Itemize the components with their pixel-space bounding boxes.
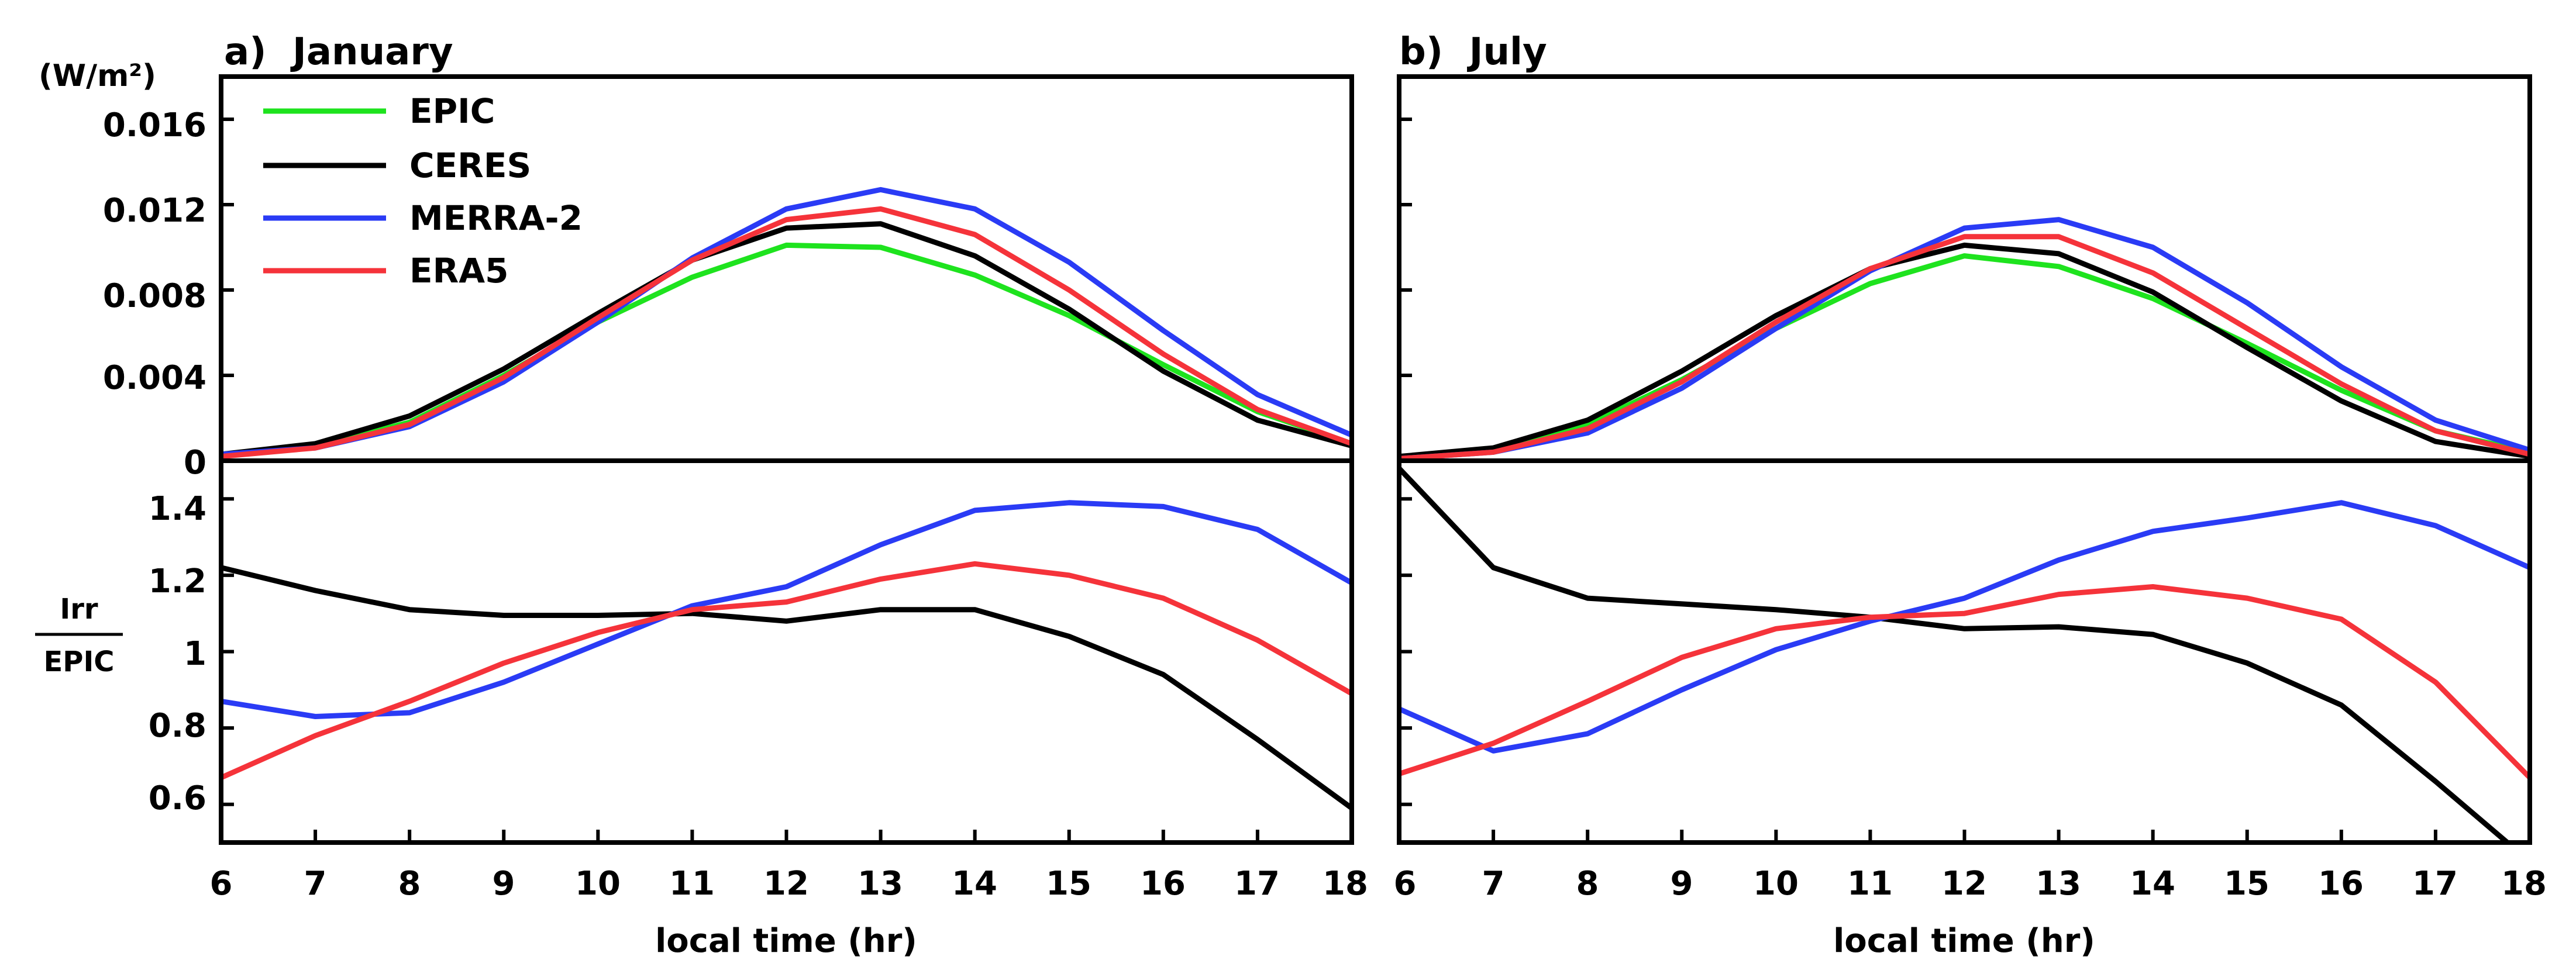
- panel-b-lower-frame: [1397, 458, 2532, 845]
- series-line-era5: [1399, 234, 2530, 461]
- xtick-label: 17: [1234, 865, 1280, 903]
- panel-a-upper-yticks: 0.016 0.012 0.008 0.004 0: [103, 106, 206, 482]
- panel-a: a) January (W/m²) 0.016 0.012 0.008 0.00…: [35, 30, 1368, 960]
- xtick-label: 13: [2036, 865, 2081, 903]
- xtick-label: 6: [210, 865, 233, 903]
- xtick-label: 9: [1671, 865, 1693, 903]
- panel-b-upper-plot: [1397, 74, 2532, 463]
- series-line-merra2: [221, 500, 1352, 719]
- xtick-label: 11: [669, 865, 715, 903]
- xtick-label: 17: [2412, 865, 2458, 903]
- xtick-label: 12: [763, 865, 809, 903]
- xtick-label: 9: [493, 865, 515, 903]
- ytick-label: 0.012: [103, 192, 206, 230]
- ytick-label: 1.4: [149, 490, 206, 528]
- legend-label-merra2: MERRA-2: [409, 198, 583, 238]
- ytick-label: 0: [184, 444, 206, 482]
- xtick-label: 10: [575, 865, 621, 903]
- series-line-era5: [221, 561, 1352, 781]
- panel-a-upper-ylabel: (W/m²): [39, 58, 156, 94]
- panel-b-lower-series: [1399, 467, 2530, 843]
- legend: EPIC CERES MERRA-2 ERA5: [263, 91, 583, 291]
- series-line-ceres: [221, 565, 1352, 810]
- panel-a-lower-ylabel: Irr EPIC: [35, 593, 123, 678]
- panel-a-lower-yticks: 1.4 1.2 1 0.8 0.6: [149, 490, 206, 817]
- ytick-label: 0.008: [103, 277, 206, 315]
- ytick-label: 0.8: [149, 707, 206, 745]
- panel-b-title: b) July: [1399, 30, 1547, 74]
- xtick-label: 16: [1140, 865, 1186, 903]
- xtick-label: 8: [398, 865, 421, 903]
- ytick-label: 1.2: [149, 562, 206, 600]
- legend-label-ceres: CERES: [409, 146, 531, 185]
- panel-a-upper-plot: [219, 74, 1354, 463]
- xtick-label: 16: [2318, 865, 2364, 903]
- ylabel-denominator: EPIC: [43, 645, 114, 678]
- xtick-label: 7: [1482, 865, 1505, 903]
- legend-label-epic: EPIC: [409, 91, 495, 131]
- panel-b-xticks: 6 7 8 9 10 11 12 13 14 15 16 17 18: [1394, 865, 2547, 903]
- series-line-era5: [1399, 584, 2530, 780]
- xtick-label: 7: [304, 865, 327, 903]
- panel-a-upper-series: [221, 118, 1352, 461]
- series-line-era5: [221, 206, 1352, 460]
- xtick-label: 15: [2224, 865, 2270, 903]
- xtick-label: 10: [1753, 865, 1799, 903]
- panel-a-lower-plot: [219, 458, 1354, 845]
- panel-b: b) July 6 7 8 9 10 11 12 13 14 15 16 17 …: [1394, 30, 2547, 960]
- xtick-label: 14: [2130, 865, 2175, 903]
- panel-a-lower-series: [221, 497, 1352, 843]
- panel-a-xticks: 6 7 8 9 10 11 12 13 14 15 16 17 18: [210, 865, 1368, 903]
- series-line-merra2: [1399, 500, 2530, 754]
- xtick-label: 12: [1941, 865, 1987, 903]
- xtick-label: 18: [1323, 865, 1368, 903]
- xtick-label: 13: [857, 865, 903, 903]
- xtick-label: 6: [1394, 865, 1417, 903]
- ytick-label: 1: [184, 635, 206, 673]
- series-line-ceres: [1399, 467, 2512, 843]
- xtick-label: 11: [1847, 865, 1893, 903]
- panel-a-lower-frame: [219, 458, 1354, 845]
- series-line-ceres: [1399, 242, 2530, 460]
- series-line-ceres: [221, 221, 1352, 457]
- panel-a-xlabel: local time (hr): [655, 922, 917, 960]
- xtick-label: 18: [2501, 865, 2547, 903]
- ylabel-numerator: Irr: [60, 593, 98, 626]
- ytick-label: 0.004: [103, 359, 206, 397]
- panel-a-title: a) January: [224, 30, 453, 74]
- series-line-merra2: [1399, 217, 2530, 461]
- xtick-label: 14: [952, 865, 997, 903]
- panel-a-upper-frame: [219, 74, 1354, 463]
- xtick-label: 15: [1046, 865, 1091, 903]
- ytick-label: 0.016: [103, 106, 206, 144]
- ytick-label: 0.6: [149, 779, 206, 817]
- panel-b-upper-series: [1399, 118, 2530, 461]
- panel-b-xlabel: local time (hr): [1833, 922, 2095, 960]
- xtick-label: 8: [1576, 865, 1599, 903]
- panel-b-upper-frame: [1397, 74, 2532, 463]
- series-line-epic: [1399, 253, 2530, 460]
- panel-b-lower-plot: [1397, 458, 2532, 845]
- legend-label-era5: ERA5: [409, 251, 509, 291]
